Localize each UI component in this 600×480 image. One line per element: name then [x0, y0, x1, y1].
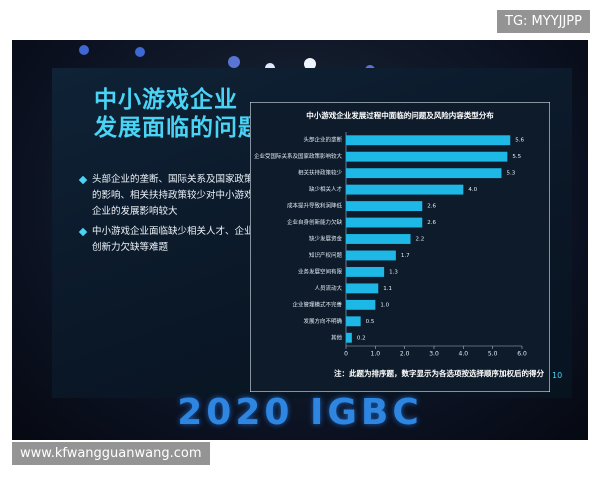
data-label: 0.2 — [357, 335, 366, 341]
bullet: 中小游戏企业面临缺少相关人才、企业创新力欠缺等难题 — [92, 224, 260, 256]
y-tick-label: 相关扶持政策较少 — [298, 169, 343, 177]
data-label: 2.2 — [416, 237, 425, 243]
y-tick-label: 头部企业的垄断 — [303, 136, 342, 144]
bar — [346, 135, 511, 146]
bar — [346, 234, 411, 244]
data-label: 1.3 — [389, 269, 398, 275]
slide-title: 中小游戏企业 — [94, 87, 238, 113]
bar — [346, 299, 376, 310]
y-tick-label: 发展方向不明确 — [303, 317, 342, 325]
watermark: TG: MYYJJPP — [497, 10, 590, 33]
watermark: www.kfwangguanwang.com — [12, 442, 210, 465]
bar — [346, 184, 464, 195]
slide-title: 发展面临的问题 — [94, 115, 262, 141]
event-logo: 2020 IGBC — [177, 392, 423, 433]
bar — [346, 151, 508, 162]
bar — [346, 250, 396, 261]
data-label: 5.5 — [512, 154, 521, 160]
data-label: 1.0 — [380, 302, 389, 308]
y-tick-label: 知识产权问题 — [309, 251, 343, 259]
y-tick-label: 缺少发展资金 — [309, 235, 343, 243]
bar — [346, 316, 361, 327]
y-tick-label: 企业管理模式不完善 — [292, 300, 342, 308]
stage: 中小游戏企业 发展面临的问题 头部企业的垄断、国际关系及国家政策的影响、相关扶持… — [12, 40, 588, 440]
y-tick-label: 缺少相关人才 — [309, 185, 343, 193]
data-label: 5.3 — [506, 171, 515, 177]
x-tick-label: 4.0 — [459, 351, 469, 358]
bar — [346, 168, 502, 179]
chart-title: 中小游戏企业发展过程中面临的问题及风险内容类型分布 — [306, 110, 494, 120]
data-label: 2.6 — [427, 204, 436, 210]
chart: 中小游戏企业发展过程中面临的问题及风险内容类型分布 注：此题为排序题，数字显示为… — [250, 102, 550, 392]
y-tick-label: 其他 — [331, 333, 343, 341]
y-tick-label: 企业自身创新能力欠缺 — [287, 218, 343, 226]
y-tick-label: 成本提升导致利润降低 — [287, 202, 343, 210]
data-label: 2.6 — [427, 220, 436, 226]
y-tick-label: 企业受国际关系及国家政策影响较大 — [254, 152, 343, 160]
x-tick-label: 5.0 — [488, 351, 498, 358]
chart-note: 注：此题为排序题，数字显示为各选项按选择顺序加权后的得分 — [334, 368, 544, 378]
bar — [346, 266, 385, 277]
data-label: 1.1 — [383, 286, 392, 292]
data-label: 0.5 — [366, 319, 375, 325]
bar — [346, 217, 423, 228]
slide: 中小游戏企业 发展面临的问题 头部企业的垄断、国际关系及国家政策的影响、相关扶持… — [52, 68, 572, 398]
x-tick-label: 6.0 — [517, 351, 527, 358]
data-label: 1.7 — [401, 253, 410, 259]
bullet: 头部企业的垄断、国际关系及国家政策的影响、相关扶持政策较少对中小游戏企业的发展影… — [92, 172, 260, 220]
y-tick-label: 业务发展空间有限 — [298, 267, 343, 275]
y-tick-label: 人员流动大 — [314, 284, 342, 292]
x-tick-label: 3.0 — [429, 351, 439, 358]
data-label: 5.6 — [515, 138, 524, 144]
page-number: 10 — [552, 371, 563, 380]
x-tick-label: 1.0 — [371, 351, 381, 358]
bar — [346, 332, 352, 343]
bar — [346, 201, 423, 212]
data-label: 4.0 — [468, 187, 477, 193]
x-tick-label: 2.0 — [400, 351, 410, 358]
x-tick-label: 0 — [344, 351, 348, 358]
bar — [346, 283, 379, 294]
